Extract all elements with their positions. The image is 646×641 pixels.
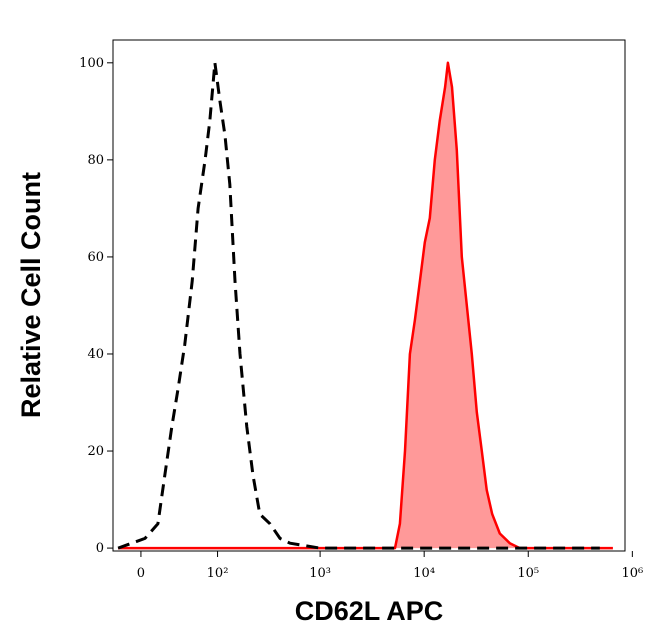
histogram-line [117, 61, 600, 550]
x-tick-label: 0 [137, 566, 145, 581]
y-tick-label: 100 [79, 56, 104, 71]
y-tick-label: 80 [87, 153, 104, 168]
histogram-line [118, 61, 613, 550]
y-tick-label: 60 [87, 250, 104, 265]
x-tick-label: 10³ [309, 566, 331, 581]
x-tick-label: 10² [207, 566, 229, 581]
plot-frame [112, 39, 626, 552]
x-tick-label: 10⁵ [517, 566, 539, 581]
y-tick-label: 40 [87, 347, 104, 362]
y-tick-label: 20 [87, 444, 104, 459]
x-tick-label: 10⁶ [621, 566, 643, 581]
histogram-area [118, 62, 613, 549]
x-tick-label: 10⁴ [413, 566, 435, 581]
y-tick-label: 0 [96, 541, 104, 556]
x-axis-title: CD62L APC [295, 596, 444, 626]
y-axis-title: Relative Cell Count [16, 172, 46, 418]
